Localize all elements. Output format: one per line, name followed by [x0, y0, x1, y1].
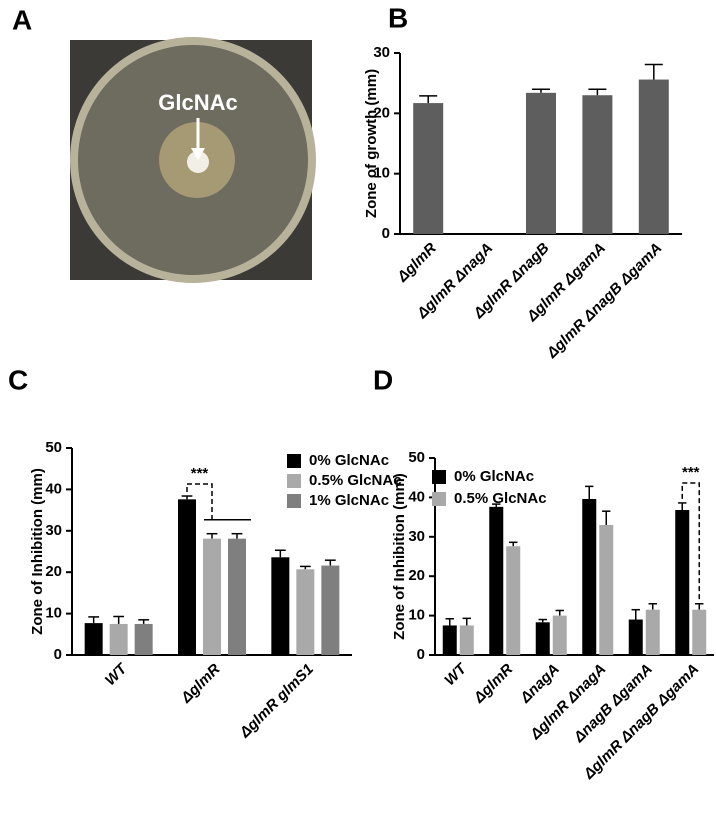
panel-letter: A	[12, 4, 32, 35]
x-tick-label: WT	[441, 659, 471, 689]
legend-label: 0% GlcNAc	[309, 452, 389, 469]
bar	[442, 625, 457, 655]
legend-swatch	[287, 474, 301, 488]
y-tick-label: 30	[408, 528, 425, 545]
y-tick-label: 50	[408, 449, 425, 466]
legend-swatch	[432, 492, 446, 506]
significance-label: ***	[682, 464, 700, 481]
x-tick-label: ΔglmR	[177, 661, 223, 707]
bar	[552, 615, 567, 655]
legend-label: 1% GlcNAc	[309, 492, 389, 509]
panel-letter: B	[388, 2, 408, 33]
legend-label: 0.5% GlcNAc	[454, 490, 547, 507]
bar	[535, 622, 550, 655]
panel-letter: C	[8, 364, 28, 395]
y-tick-label: 0	[54, 646, 62, 663]
bar	[582, 498, 597, 655]
x-tick-label: ΔglmR ΔnagB ΔgamA	[543, 240, 665, 362]
x-tick-label: ΔglmR	[393, 240, 439, 286]
x-tick-label: ΔglmR	[470, 661, 516, 707]
x-tick-label: ΔnagB ΔgamA	[570, 661, 656, 747]
annotation: GlcNAc	[158, 90, 237, 115]
bar	[645, 609, 660, 655]
significance-label: ***	[191, 465, 209, 482]
y-tick-label: 20	[373, 104, 390, 121]
y-tick-label: 50	[45, 439, 62, 456]
y-tick-label: 0	[417, 646, 425, 663]
bar	[526, 92, 556, 234]
y-tick-label: 30	[45, 522, 62, 539]
y-tick-label: 40	[408, 488, 425, 505]
x-tick-label: ΔglmR glmS1	[236, 661, 317, 742]
bar	[109, 623, 128, 655]
legend-label: 0.5% GlcNAc	[309, 472, 402, 489]
bar	[638, 79, 669, 235]
y-tick-label: 10	[45, 605, 62, 622]
legend-swatch	[287, 454, 301, 468]
bar	[134, 623, 153, 655]
bar	[675, 510, 690, 655]
arrow-head	[191, 148, 205, 160]
y-axis-label: Zone of Inhibition (mm)	[29, 468, 46, 635]
panel-a: A GlcNAc	[12, 4, 316, 283]
bar	[271, 557, 290, 655]
y-axis-label: Zone of Inhibition (mm)	[391, 473, 408, 640]
y-axis-label: Zone of growth (mm)	[363, 69, 380, 218]
bar	[413, 103, 444, 235]
bar	[178, 499, 196, 655]
y-tick-label: 30	[373, 44, 390, 61]
y-tick-label: 20	[45, 563, 62, 580]
legend-label: 0% GlcNAc	[454, 468, 534, 485]
y-tick-label: 40	[45, 480, 62, 497]
bar	[628, 619, 643, 655]
y-tick-label: 10	[373, 165, 390, 182]
bar	[506, 546, 521, 655]
y-tick-label: 0	[382, 225, 390, 242]
disc	[187, 151, 209, 173]
y-tick-label: 10	[408, 607, 425, 624]
legend-swatch	[287, 494, 301, 508]
bar	[228, 538, 246, 655]
y-tick-label: 20	[408, 567, 425, 584]
bar	[692, 609, 707, 655]
x-tick-label: WT	[102, 659, 132, 689]
bar	[84, 623, 103, 655]
panel-letter: D	[373, 364, 393, 395]
bar	[459, 625, 474, 655]
bar	[489, 506, 504, 655]
bar	[203, 538, 221, 655]
bar	[321, 565, 340, 655]
legend-swatch	[432, 470, 446, 484]
bar	[296, 569, 315, 655]
bar	[582, 95, 613, 234]
x-tick-label: ΔnagA	[517, 661, 563, 707]
bar	[599, 524, 614, 655]
significance-bracket	[681, 482, 700, 600]
significance-bracket	[186, 483, 213, 520]
